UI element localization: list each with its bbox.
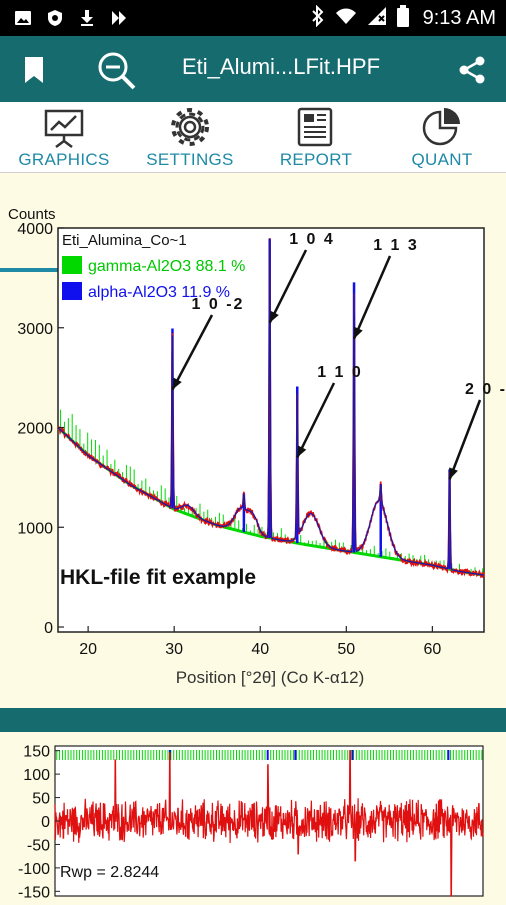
status-bar: 9:13 AM bbox=[0, 0, 506, 36]
residual-line bbox=[54, 750, 484, 897]
peak-arrowhead bbox=[449, 467, 458, 480]
tab-settings[interactable]: SETTINGS bbox=[140, 102, 240, 172]
peak-arrowhead bbox=[269, 310, 279, 323]
peak-arrow bbox=[171, 314, 214, 391]
tab-quant[interactable]: QUANT bbox=[392, 102, 492, 172]
share-button[interactable] bbox=[452, 50, 492, 90]
tab-report[interactable]: REPORT bbox=[266, 102, 366, 172]
x-tick-label: 40 bbox=[251, 641, 269, 658]
x-tick-label: 60 bbox=[423, 641, 441, 658]
residual-y-tick-label: -150 bbox=[18, 884, 50, 900]
tab-settings-label: SETTINGS bbox=[146, 150, 234, 169]
residual-y-tick-label: 100 bbox=[23, 767, 50, 784]
residual-y-tick-label: -100 bbox=[18, 861, 50, 878]
x-tick-label: 20 bbox=[79, 641, 97, 658]
y-axis-label: Counts bbox=[8, 206, 56, 223]
calculated-pattern-line bbox=[57, 238, 484, 576]
clock: 9:13 AM bbox=[422, 6, 496, 29]
newspaper-icon bbox=[297, 107, 333, 147]
peak-arrow bbox=[352, 255, 392, 340]
legend-title: Eti_Alumina_Co~1 bbox=[62, 232, 187, 249]
peak-arrowhead bbox=[297, 445, 307, 458]
app-notification-icon bbox=[110, 9, 128, 27]
tab-graphics-label: GRAPHICS bbox=[18, 150, 110, 169]
residual-plot[interactable]: 150 100 50 0 -50 -100 -150 Rwp = 2.8244 bbox=[0, 732, 506, 901]
bookmark-icon bbox=[25, 57, 43, 83]
annotation-hkl-fit: HKL-file fit example bbox=[60, 566, 256, 589]
peak-arrowhead bbox=[354, 326, 363, 339]
legend-gamma-label: gamma-Al2O3 88.1 % bbox=[88, 258, 245, 275]
plot-divider[interactable] bbox=[0, 708, 506, 732]
peak-label: 1 1 0 bbox=[317, 364, 363, 381]
presentation-chart-icon bbox=[44, 109, 84, 148]
x-tick-label: 50 bbox=[337, 641, 355, 658]
y-tick-label: 3000 bbox=[17, 321, 53, 338]
bluetooth-icon bbox=[311, 4, 325, 32]
residual-y-tick-label: -50 bbox=[27, 837, 50, 854]
residual-y-tick-label: 150 bbox=[23, 744, 50, 761]
zoom-out-icon bbox=[98, 52, 136, 90]
signal-icon bbox=[367, 6, 387, 31]
tab-bar: GRAPHICS SETTINGS REPORT QUANT bbox=[0, 102, 506, 272]
peak-label: 1 1 3 bbox=[373, 237, 419, 254]
peak-label: 2 0 - bbox=[465, 381, 506, 398]
app-bar: Eti_Alumi...LFit.HPF bbox=[0, 36, 506, 102]
y-tick-label: 0 bbox=[44, 620, 53, 637]
share-icon bbox=[459, 56, 485, 84]
legend-swatch-gamma bbox=[62, 256, 82, 274]
peak-arrowhead bbox=[172, 377, 182, 390]
peak-label: 1 0 -2 bbox=[192, 296, 245, 313]
tab-graphics[interactable]: GRAPHICS bbox=[14, 102, 114, 172]
tab-quant-label: QUANT bbox=[411, 150, 473, 169]
download-notification-icon bbox=[78, 9, 96, 27]
battery-icon bbox=[396, 4, 409, 32]
x-tick-label: 30 bbox=[165, 641, 183, 658]
diffraction-plot[interactable]: 1 0 -2 1 0 4 1 1 0 1 1 3 2 0 - 20 30 40 50 60 0 10… bbox=[0, 172, 506, 707]
file-title: Eti_Alumi...LFit.HPF bbox=[182, 54, 381, 79]
tab-report-label: REPORT bbox=[279, 150, 353, 169]
wifi-icon bbox=[335, 7, 357, 30]
pie-chart-icon bbox=[422, 108, 460, 146]
zoom-out-button[interactable] bbox=[96, 50, 136, 90]
legend-alpha-label: alpha-Al2O3 11.9 % bbox=[88, 284, 230, 301]
residual-y-tick-label: 0 bbox=[41, 814, 50, 831]
shield-notification-icon bbox=[46, 9, 64, 27]
image-notification-icon bbox=[14, 9, 32, 27]
gear-icon bbox=[171, 108, 209, 146]
peak-label: 1 0 4 bbox=[289, 231, 335, 248]
peak-arrow bbox=[448, 399, 482, 480]
y-tick-label: 4000 bbox=[17, 221, 53, 238]
peak-arrow bbox=[296, 382, 336, 458]
peak-arrow bbox=[268, 249, 308, 324]
rwp-label: Rwp = 2.8244 bbox=[60, 864, 159, 881]
x-axis-label: Position [°2θ] (Co K-α12) bbox=[176, 668, 365, 687]
residual-y-tick-label: 50 bbox=[32, 791, 50, 808]
y-tick-label: 2000 bbox=[17, 421, 53, 438]
bookmark-button[interactable] bbox=[14, 50, 54, 90]
y-tick-label: 1000 bbox=[17, 520, 53, 537]
legend-swatch-alpha bbox=[62, 282, 82, 300]
